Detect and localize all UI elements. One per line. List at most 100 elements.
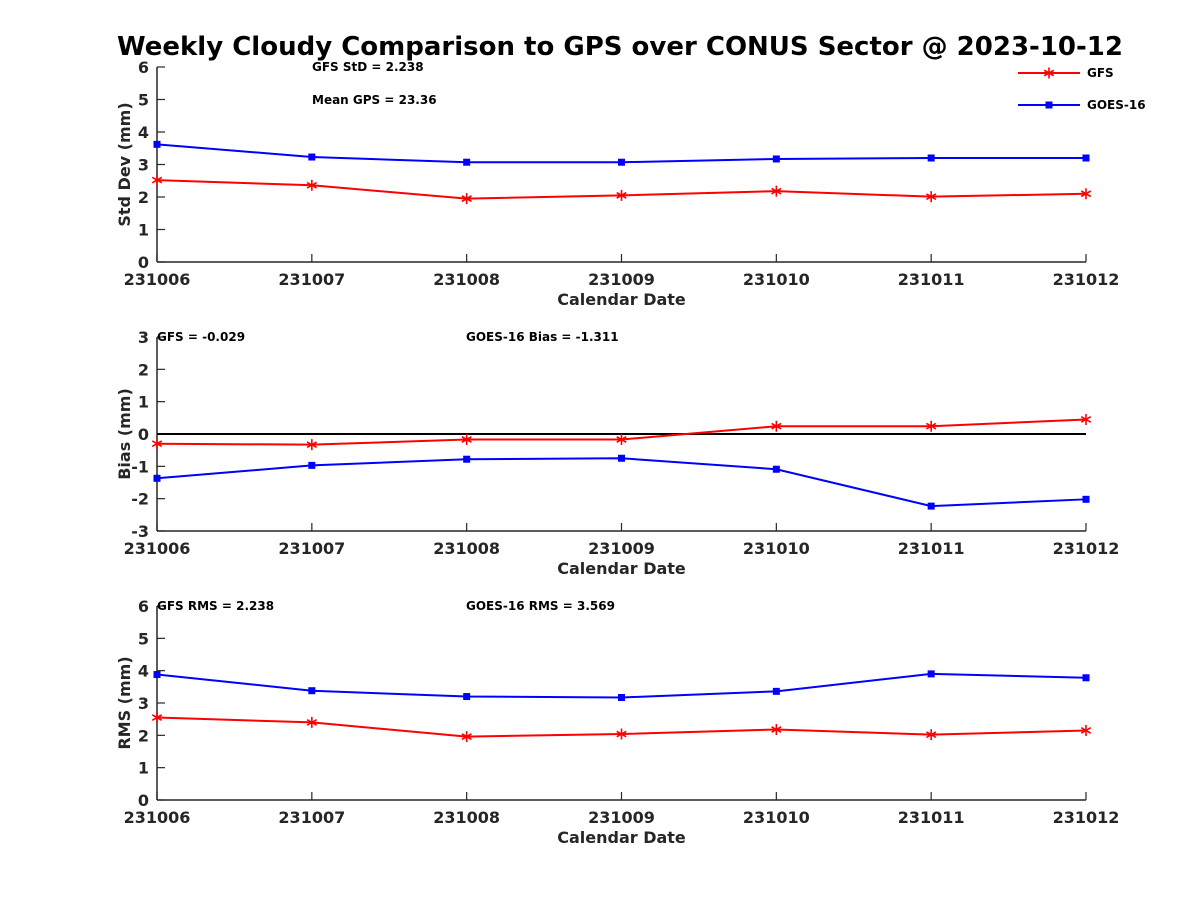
data-point (306, 439, 317, 451)
x-tick-label: 231007 (278, 270, 345, 289)
series-goes-16 (153, 140, 1090, 166)
x-axis-label: Calendar Date (557, 290, 686, 309)
legend-entry-goes-16: GOES-16 (1018, 98, 1146, 112)
x-tick-label: 231009 (588, 539, 655, 558)
x-tick-label: 231008 (433, 270, 500, 289)
data-point (616, 433, 627, 445)
x-tick-label: 231006 (124, 808, 191, 827)
y-axis-label: RMS (mm) (115, 656, 134, 749)
data-point (772, 465, 780, 473)
data-point (616, 728, 627, 740)
data-point (461, 433, 472, 445)
data-point (306, 179, 317, 191)
x-axis-label: Calendar Date (557, 828, 686, 847)
legend-label: GOES-16 (1087, 98, 1146, 112)
series-goes-16 (153, 670, 1090, 702)
y-tick-label: 2 (138, 726, 149, 745)
x-tick-label: 231007 (278, 808, 345, 827)
x-tick-label: 231010 (743, 270, 810, 289)
x-tick-label: 231008 (433, 539, 500, 558)
y-tick-label: 1 (138, 393, 149, 412)
y-tick-label: 4 (138, 662, 149, 681)
panel-2: -3 -2 -1 0 1 2 3 231006 231007 231008 231009 231010… (115, 328, 1119, 578)
x-tick-label: 231011 (898, 808, 965, 827)
data-point (926, 191, 937, 203)
data-point (772, 687, 780, 695)
y-tick-label: 2 (138, 188, 149, 207)
stat-annotation: GFS RMS = 2.238 (157, 599, 274, 613)
data-point (618, 694, 625, 702)
data-point (461, 731, 472, 743)
legend-entry-gfs: GFS (1018, 66, 1114, 80)
y-tick-label: 3 (138, 328, 149, 347)
legend-marker (1045, 101, 1053, 109)
data-point (1082, 495, 1090, 503)
data-point (153, 140, 161, 148)
x-tick-label: 231007 (278, 539, 345, 558)
legend: GFS GOES-16 (1018, 66, 1146, 112)
data-point (306, 716, 317, 728)
y-tick-label: -1 (131, 457, 149, 476)
x-tick-label: 231012 (1053, 808, 1120, 827)
data-point (618, 454, 625, 462)
y-tick-label: 6 (138, 597, 149, 616)
data-point (308, 153, 316, 161)
y-tick-label: 1 (138, 221, 149, 240)
data-point (308, 687, 316, 695)
y-axis-label: Std Dev (mm) (115, 102, 134, 226)
data-point (1080, 413, 1092, 425)
x-tick-label: 231010 (743, 808, 810, 827)
y-tick-label: 2 (138, 360, 149, 379)
data-point (151, 712, 163, 724)
data-point (153, 671, 161, 679)
y-tick-label: -3 (131, 522, 149, 541)
y-tick-label: 4 (138, 123, 149, 142)
series-line (156, 457, 1087, 508)
series-gfs (151, 174, 1092, 205)
panel-3: 0 1 2 3 4 5 6 231006 231007 231008 231009 231010 231… (115, 597, 1119, 847)
data-point (308, 461, 316, 469)
data-point (463, 455, 471, 463)
series-goes-16 (153, 454, 1090, 510)
data-point (461, 193, 472, 205)
data-point (771, 420, 782, 432)
stat-annotation: GFS = -0.029 (157, 330, 245, 344)
data-point (463, 693, 471, 701)
data-point (1080, 724, 1092, 736)
series-gfs (151, 413, 1092, 451)
y-tick-label: 0 (138, 425, 149, 444)
y-tick-label: 3 (138, 694, 149, 713)
data-point (616, 189, 627, 201)
x-tick-label: 231008 (433, 808, 500, 827)
x-tick-label: 231012 (1053, 270, 1120, 289)
chart-title: Weekly Cloudy Comparison to GPS over CON… (117, 32, 1123, 62)
legend-label: GFS (1087, 66, 1114, 80)
x-tick-label: 231009 (588, 270, 655, 289)
y-axis-label: Bias (mm) (115, 388, 134, 480)
legend-marker (1043, 67, 1055, 79)
x-tick-label: 231012 (1053, 539, 1120, 558)
data-point (151, 438, 163, 450)
y-tick-label: 5 (138, 629, 149, 648)
x-tick-label: 231011 (898, 539, 965, 558)
data-point (927, 502, 935, 510)
data-point (927, 154, 935, 162)
panel-1: 0 1 2 3 4 5 6 231006 231007 231008 231009 231010 231… (115, 58, 1119, 309)
x-tick-label: 231006 (124, 270, 191, 289)
stat-annotation: GFS StD = 2.238 (312, 60, 424, 74)
data-point (151, 174, 163, 186)
data-point (1082, 154, 1090, 162)
data-point (771, 185, 782, 197)
stat-annotation: GOES-16 RMS = 3.569 (466, 599, 615, 613)
y-tick-label: 0 (138, 791, 149, 810)
x-tick-label: 231009 (588, 808, 655, 827)
data-point (153, 474, 161, 482)
x-tick-label: 231006 (124, 539, 191, 558)
y-tick-label: -2 (131, 490, 149, 509)
stat-annotation: Mean GPS = 23.36 (312, 93, 437, 107)
series-gfs (151, 712, 1092, 743)
x-tick-label: 231011 (898, 270, 965, 289)
x-tick-label: 231010 (743, 539, 810, 558)
